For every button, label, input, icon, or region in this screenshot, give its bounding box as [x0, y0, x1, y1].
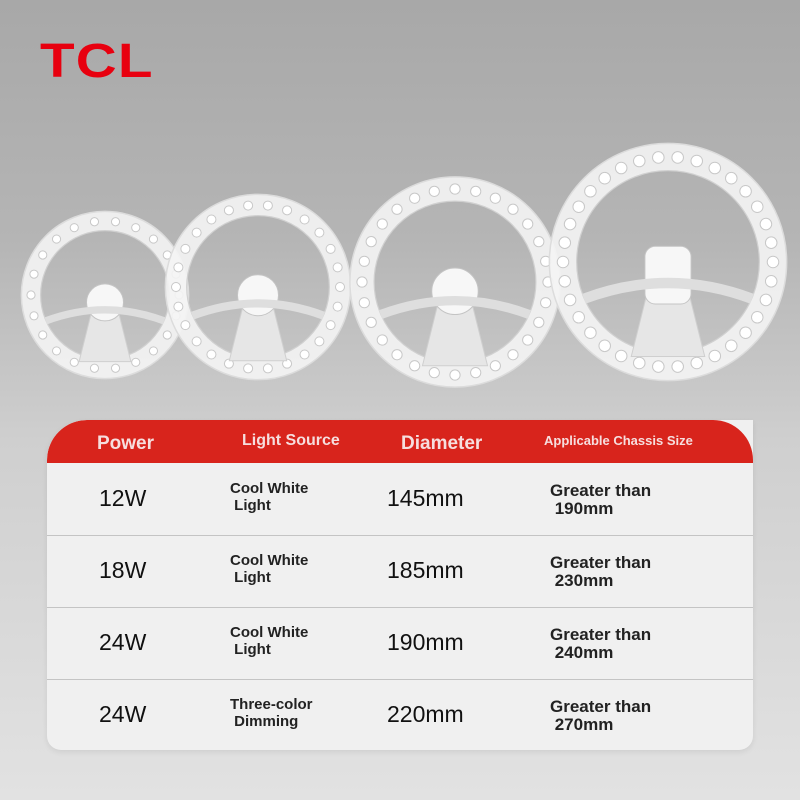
power-cell: 12W: [99, 485, 147, 511]
light-source-cell: Cool White Light: [230, 624, 308, 658]
light-source-cell: Cool White Light: [230, 552, 308, 586]
header-diameter: Diameter: [401, 433, 483, 454]
chassis-size-line1: Greater than: [550, 481, 652, 500]
header-light-source: Light Source: [242, 432, 340, 449]
chassis-size-cell: Greater than 270mm: [550, 698, 651, 734]
led-ring-image: [20, 210, 190, 380]
table-row: 24W Cool White Light 190mm Greater than …: [47, 607, 753, 680]
power-cell: 24W: [99, 629, 147, 655]
led-ring-image: [349, 176, 561, 388]
diameter-cell: 145mm: [387, 485, 464, 511]
light-source-line2: Light: [230, 641, 271, 658]
chassis-size-line1: Greater than: [550, 697, 652, 716]
light-source-cell: Three-color Dimming: [230, 696, 313, 730]
light-source-line1: Cool White: [230, 480, 309, 497]
table-header: Power Light Source Diameter Applicable C…: [47, 420, 753, 463]
table-row: 18W Cool White Light 185mm Greater than …: [47, 535, 753, 608]
power-cell: 24W: [99, 701, 147, 727]
tcl-logo: TCL: [40, 35, 154, 88]
header-chassis-size: Applicable Chassis Size: [544, 433, 693, 448]
light-source-line2: Light: [230, 569, 271, 586]
diameter-cell: 190mm: [387, 629, 464, 655]
light-source-line1: Three-color: [230, 696, 313, 713]
led-ring-image: [164, 193, 352, 381]
power-cell: 18W: [99, 557, 147, 583]
chassis-size-line2: 190mm: [550, 499, 614, 518]
chassis-size-line2: 270mm: [550, 715, 614, 734]
light-source-line2: Light: [230, 497, 271, 514]
product-images: [20, 142, 788, 388]
chassis-size-cell: Greater than 240mm: [550, 626, 651, 662]
chassis-size-cell: Greater than 230mm: [550, 554, 651, 590]
chassis-size-line1: Greater than: [550, 625, 652, 644]
spec-table: Power Light Source Diameter Applicable C…: [47, 420, 753, 750]
chassis-size-cell: Greater than 190mm: [550, 482, 651, 518]
chassis-size-line2: 230mm: [550, 571, 614, 590]
light-source-line2: Dimming: [230, 713, 299, 730]
table-row: 12W Cool White Light 145mm Greater than …: [47, 463, 753, 536]
light-source-line1: Cool White: [230, 624, 309, 641]
light-source-line1: Cool White: [230, 552, 309, 569]
chassis-size-line2: 240mm: [550, 643, 614, 662]
chassis-size-line1: Greater than: [550, 553, 652, 572]
light-source-cell: Cool White Light: [230, 480, 308, 514]
diameter-cell: 220mm: [387, 701, 464, 727]
diameter-cell: 185mm: [387, 557, 464, 583]
led-ring-image: [548, 142, 788, 382]
header-power: Power: [97, 433, 155, 454]
table-row: 24W Three-color Dimming 220mm Greater th…: [47, 679, 753, 750]
